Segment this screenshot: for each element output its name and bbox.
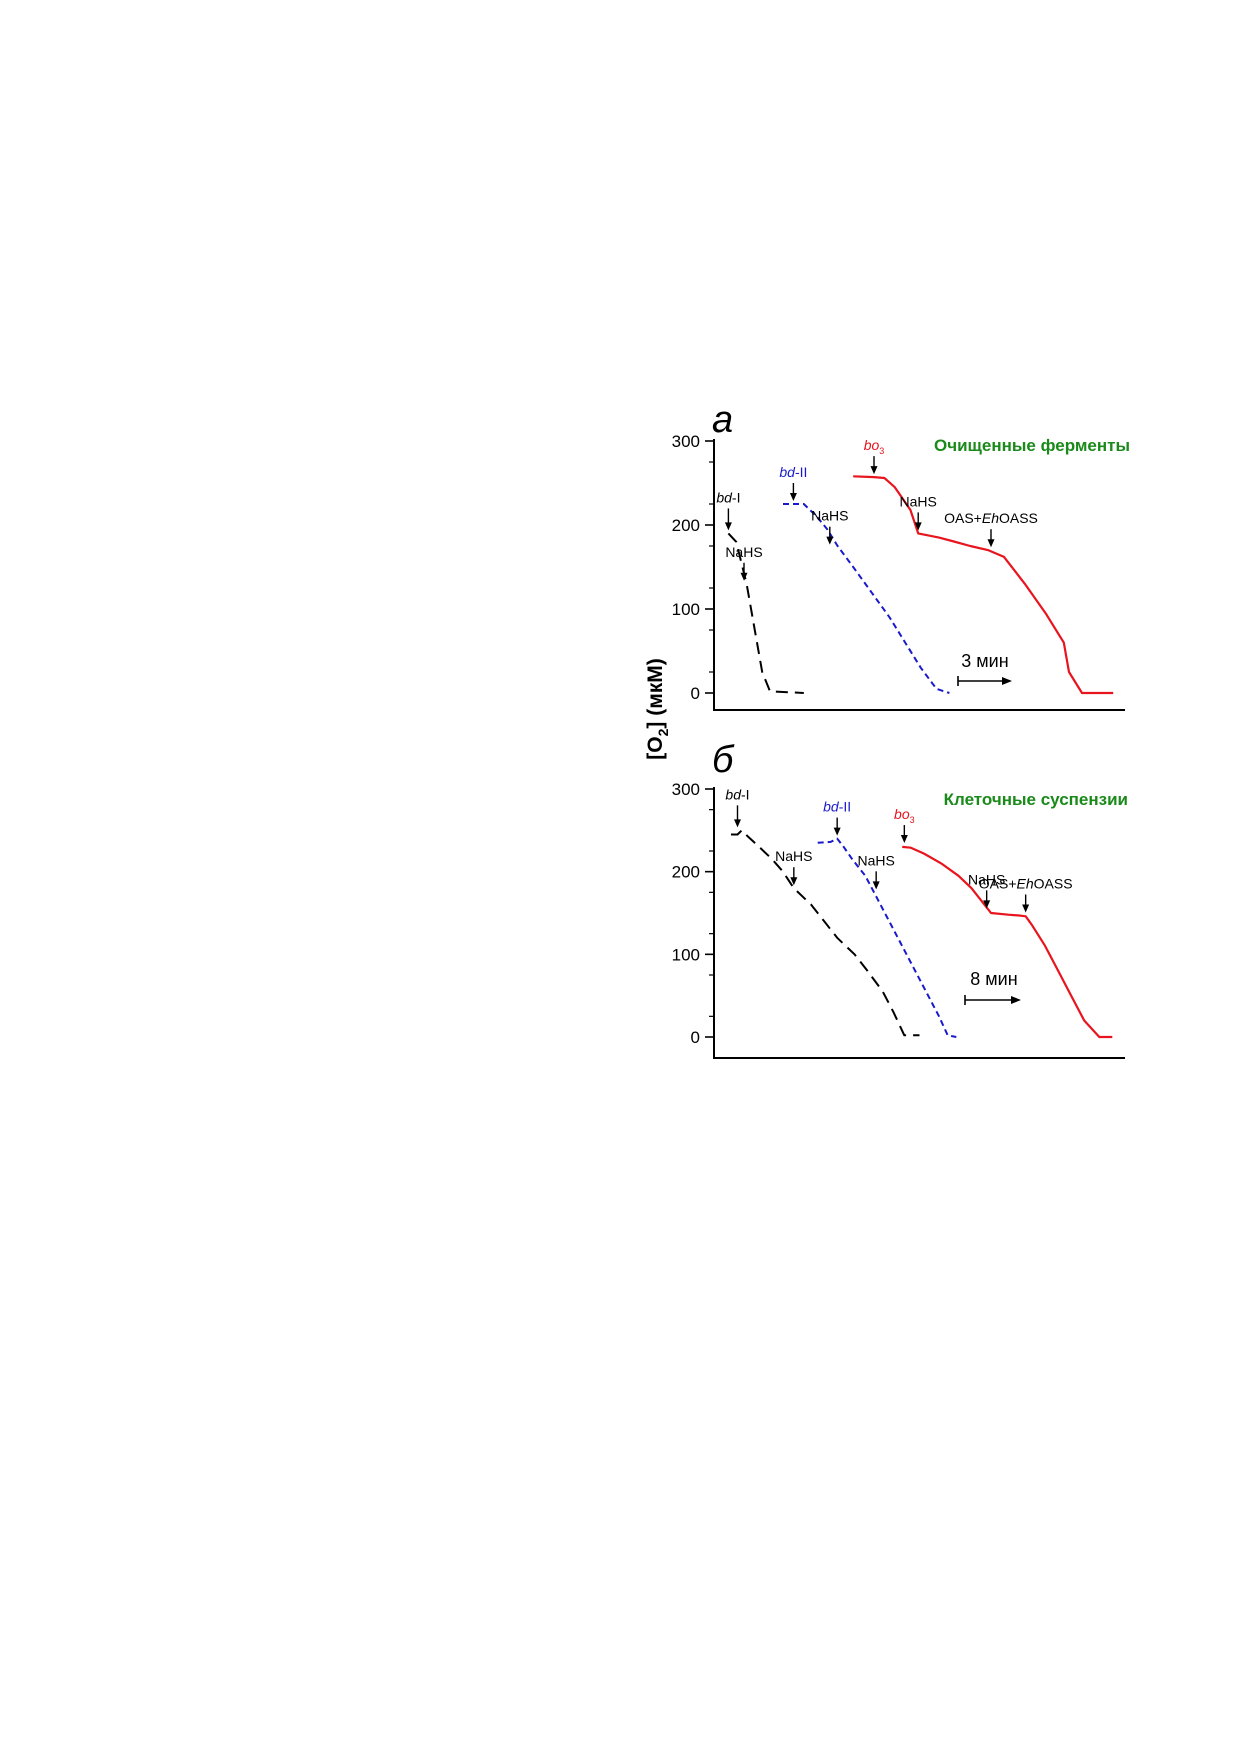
annotation-label: bd-II [779, 464, 807, 480]
scale-bar-arrowhead [1002, 677, 1012, 685]
annotation-arrowhead [790, 877, 798, 886]
annotation-prefix: OAS+ [979, 875, 1017, 891]
scale-bar-label: 8 мин [970, 969, 1017, 989]
annotation-label: bd-II [823, 799, 851, 815]
series-bdI [731, 829, 920, 1037]
series-bo3 [853, 475, 1114, 695]
annotation-suffix: -II [839, 799, 851, 815]
series-bdII [783, 503, 950, 694]
annotation-italic: bd [779, 464, 796, 480]
annotation-prefix: OAS+ [944, 510, 982, 526]
y-tick-label: 100 [672, 600, 700, 619]
annotation-italic: Eh [1017, 875, 1034, 891]
annotation-label: bd-I [716, 489, 740, 505]
annotation-arrowhead [789, 493, 797, 501]
annotation-italic: Eh [982, 510, 999, 526]
annotation-arrowhead [740, 572, 748, 581]
annotation-suffix: -I [741, 786, 750, 802]
panel-letter: б [712, 739, 735, 781]
annotation-label: bo3 [864, 437, 885, 456]
annotation-suffix: -I [732, 489, 741, 505]
annotation-arrowhead [987, 539, 995, 548]
series-bo3 [902, 845, 1113, 1039]
annotation-label: NaHS [775, 848, 812, 864]
y-axis-label: [O2] (мкМ) [644, 658, 671, 759]
annotation-label: OAS+EhOASS [944, 510, 1038, 526]
y-axis-label-sub: 2 [655, 728, 671, 736]
annotation-arrowhead [870, 466, 878, 475]
annotation-label: NaHS [725, 544, 762, 560]
scale-bar-label: 3 мин [961, 651, 1008, 671]
y-tick-label: 300 [672, 780, 700, 799]
y-axis-label-main: [O [644, 736, 667, 759]
annotation-arrowhead [983, 900, 991, 909]
annotation-label: bo3 [894, 806, 915, 825]
annotation-arrowhead [914, 522, 922, 531]
annotation-label: NaHS [968, 871, 1005, 887]
annotation-arrowhead [900, 835, 908, 844]
annotation-label: NaHS [857, 852, 894, 868]
annotation-italic: bo [894, 806, 910, 822]
annotation-arrowhead [724, 522, 732, 531]
annotation-arrowhead [872, 881, 880, 890]
annotation-suffix: -II [795, 464, 807, 480]
y-axis-label-tail: ] (мкМ) [644, 658, 667, 728]
y-tick-label: 100 [672, 945, 700, 964]
series-bdI [727, 532, 804, 694]
annotation-arrowhead [826, 536, 834, 545]
y-tick-label: 200 [672, 863, 700, 882]
annotation-tail: OASS [1034, 875, 1073, 891]
annotation-tail: OASS [999, 510, 1038, 526]
scale-bar-arrowhead [1011, 996, 1021, 1004]
annotation-arrowhead [833, 827, 841, 836]
panel-letter: а [712, 399, 733, 441]
annotation-italic: bo [864, 437, 880, 453]
annotation-italic: bd [716, 489, 733, 505]
series-bdII [817, 837, 957, 1038]
annotation-label: bd-I [725, 786, 749, 802]
y-tick-label: 0 [691, 1028, 700, 1047]
annotation-label: NaHS [811, 508, 848, 524]
annotation-subscript: 3 [910, 815, 915, 825]
annotation-arrowhead [1022, 904, 1030, 913]
annotation-label: NaHS [900, 493, 937, 509]
annotation-label: OAS+EhOASS [979, 875, 1073, 891]
annotation-arrowhead [734, 819, 741, 828]
y-tick-label: 300 [672, 432, 700, 451]
chart-title: Клеточные суспензии [944, 790, 1128, 809]
annotation-italic: bd [725, 786, 742, 802]
chart-title: Очищенные ферменты [934, 436, 1130, 455]
annotation-subscript: 3 [879, 446, 884, 456]
annotation-italic: bd [823, 799, 840, 815]
y-tick-label: 200 [672, 516, 700, 535]
y-tick-label: 0 [691, 684, 700, 703]
